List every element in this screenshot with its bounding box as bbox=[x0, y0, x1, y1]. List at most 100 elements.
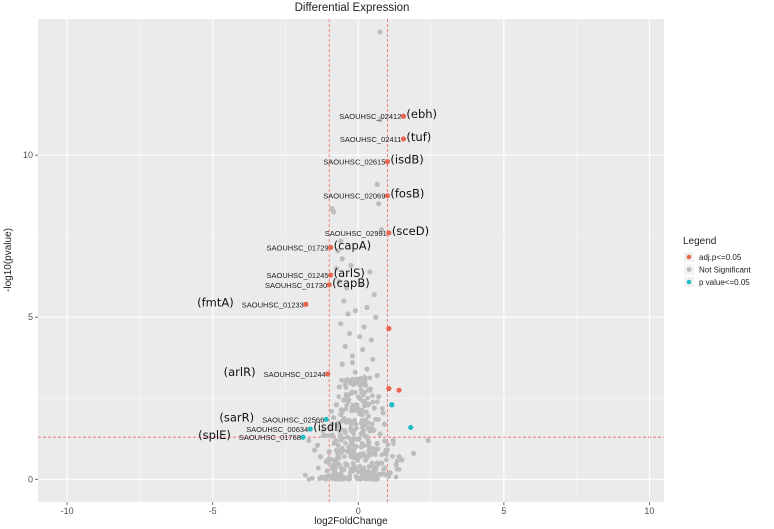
x-tick-label: -10 bbox=[61, 506, 74, 516]
data-point bbox=[373, 466, 379, 473]
data-point bbox=[383, 447, 389, 453]
axis-ticks: -10 -5 0 5 10 0 5 10 bbox=[23, 150, 654, 516]
data-point bbox=[408, 424, 414, 431]
data-point bbox=[348, 452, 354, 458]
x-tick-label: 5 bbox=[501, 506, 506, 516]
background-point bbox=[306, 476, 312, 482]
background-point bbox=[320, 428, 326, 434]
data-point bbox=[306, 437, 312, 444]
data-point bbox=[326, 449, 332, 455]
data-point bbox=[335, 455, 341, 461]
gene-name-label: (tuf) bbox=[406, 130, 431, 144]
background-point bbox=[343, 440, 348, 446]
data-point bbox=[358, 282, 364, 288]
data-point bbox=[349, 468, 356, 474]
gene-name-label: (fosB) bbox=[390, 187, 424, 201]
data-point bbox=[330, 209, 337, 215]
data-point bbox=[370, 356, 376, 362]
data-point bbox=[360, 347, 366, 353]
background-point bbox=[372, 449, 378, 455]
background-point bbox=[360, 412, 365, 418]
data-point bbox=[361, 324, 367, 330]
background-point bbox=[335, 451, 341, 457]
data-point bbox=[341, 298, 347, 304]
gene-id-label: SAOUHSC_02412 bbox=[339, 112, 401, 121]
background-point bbox=[341, 454, 347, 460]
background-point bbox=[355, 377, 361, 382]
data-point bbox=[364, 304, 370, 311]
y-tick-label: 0 bbox=[28, 474, 33, 484]
data-point bbox=[374, 441, 380, 447]
data-point bbox=[344, 285, 350, 291]
background-point bbox=[367, 375, 373, 381]
background-point bbox=[361, 451, 367, 457]
data-point bbox=[341, 466, 347, 473]
data-point bbox=[333, 460, 340, 466]
legend-swatch bbox=[686, 254, 692, 260]
data-point bbox=[362, 382, 369, 388]
background-point bbox=[365, 395, 370, 401]
gene-id-label: SAOUHSC_01768 bbox=[239, 433, 301, 442]
background-point bbox=[365, 401, 371, 407]
gene-id-label: SAOUHSC_02566 bbox=[262, 415, 324, 424]
gene-id-label: SAOUHSC_01244 bbox=[264, 370, 326, 379]
data-point bbox=[400, 136, 407, 142]
background-point bbox=[355, 394, 361, 400]
gene-name-label: (capB) bbox=[332, 276, 370, 290]
background-point bbox=[324, 473, 330, 479]
data-point bbox=[346, 473, 353, 479]
data-point bbox=[396, 387, 402, 393]
data-point bbox=[307, 426, 313, 432]
gene-id-label: SAOUHSC_01245 bbox=[266, 271, 328, 280]
data-point bbox=[338, 238, 344, 244]
data-point bbox=[336, 384, 342, 390]
data-point bbox=[390, 437, 396, 444]
background-point bbox=[370, 399, 376, 405]
gene-id-label: SAOUHSC_00634 bbox=[246, 425, 308, 434]
y-axis-title: -log10(pvalue) bbox=[3, 228, 14, 292]
data-point bbox=[364, 434, 370, 440]
data-point bbox=[303, 301, 309, 307]
data-point bbox=[338, 321, 344, 327]
background-point bbox=[352, 444, 358, 449]
background-point bbox=[374, 460, 380, 466]
legend-entry: p value<=0.05 bbox=[699, 278, 750, 287]
data-point bbox=[371, 291, 377, 298]
data-point bbox=[338, 411, 344, 418]
background-point bbox=[356, 436, 362, 441]
gene-name-label: (splE) bbox=[198, 428, 231, 442]
data-point bbox=[384, 159, 390, 165]
background-point bbox=[359, 389, 364, 395]
data-point bbox=[361, 398, 367, 405]
gene-id-label: SAOUHSC_01730 bbox=[265, 281, 327, 290]
background-point bbox=[364, 409, 369, 415]
background-point bbox=[351, 463, 357, 469]
background-point bbox=[315, 465, 321, 471]
data-point bbox=[381, 421, 388, 427]
background-point bbox=[357, 454, 363, 460]
data-point bbox=[367, 269, 373, 275]
data-point bbox=[360, 470, 366, 476]
gene-id-label: SAOUHSC_02991 bbox=[325, 229, 387, 238]
data-point bbox=[361, 421, 367, 427]
data-point bbox=[376, 201, 382, 207]
data-point bbox=[329, 465, 335, 471]
x-axis-title: log2FoldChange bbox=[314, 516, 388, 527]
data-point bbox=[354, 402, 360, 408]
background-point bbox=[342, 418, 348, 423]
background-point bbox=[338, 437, 344, 443]
data-point bbox=[358, 381, 364, 387]
threshold-lines bbox=[38, 19, 664, 502]
y-tick-label: 10 bbox=[23, 150, 33, 160]
background-point bbox=[324, 468, 330, 474]
data-point bbox=[399, 457, 405, 463]
data-point bbox=[380, 410, 386, 416]
data-point bbox=[387, 470, 393, 476]
background-point bbox=[367, 445, 373, 451]
background-point bbox=[317, 476, 322, 482]
background-point bbox=[337, 432, 343, 438]
background-point bbox=[335, 443, 341, 448]
data-point bbox=[373, 314, 379, 320]
data-point bbox=[425, 437, 431, 444]
